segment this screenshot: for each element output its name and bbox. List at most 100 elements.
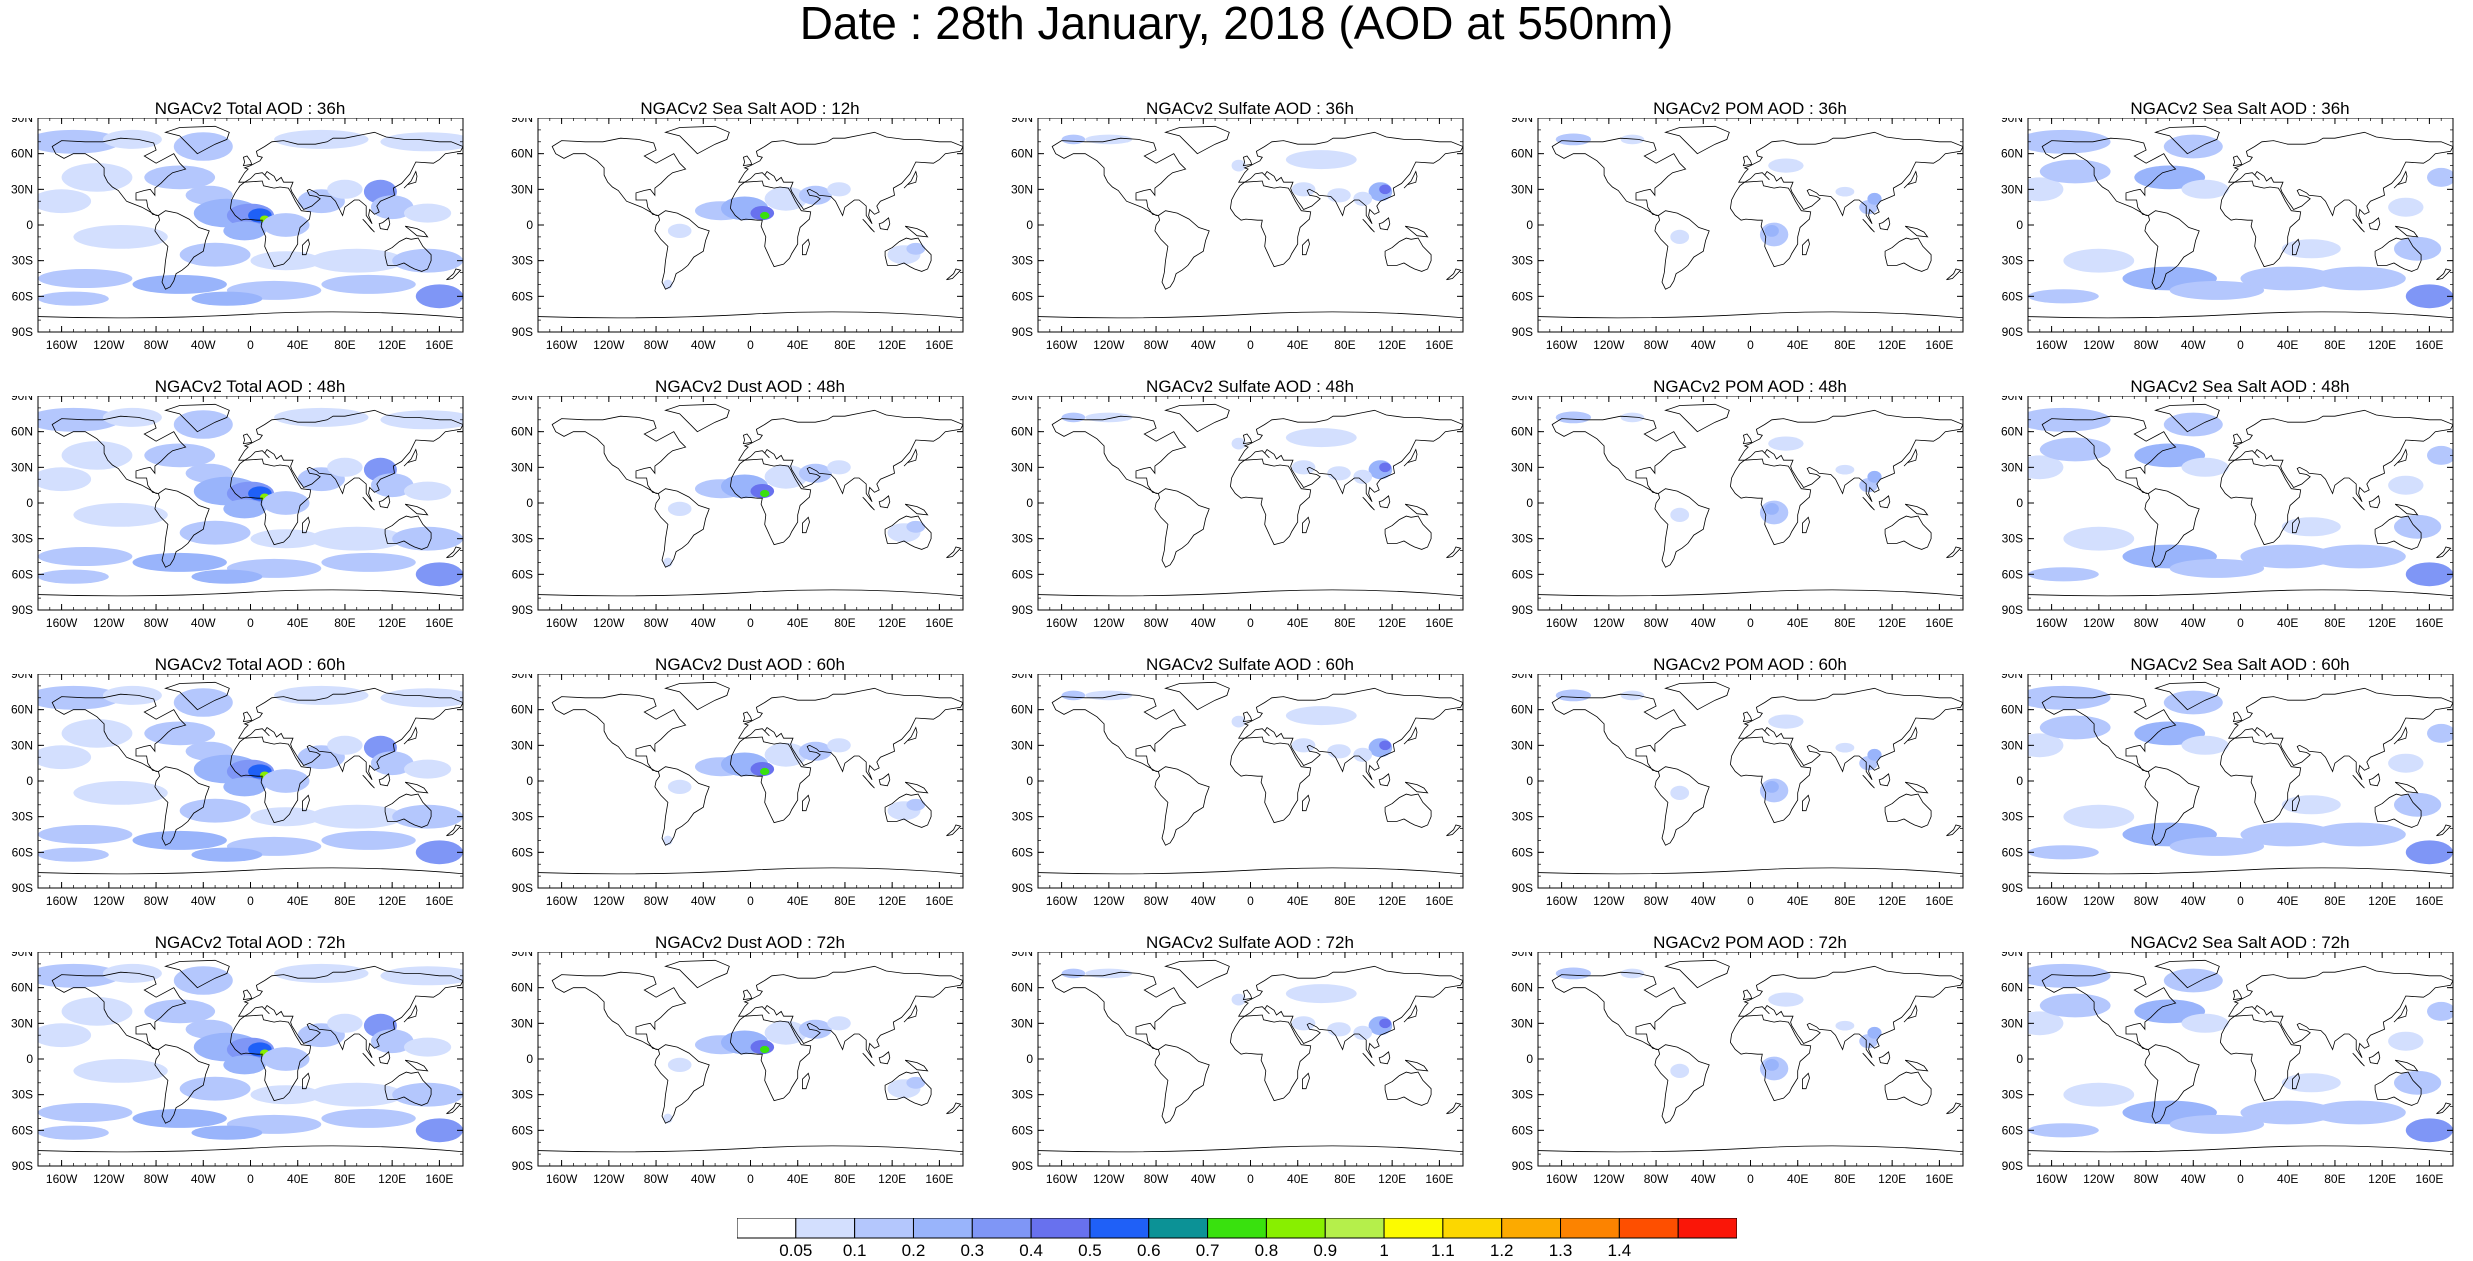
- aod-patch: [132, 830, 227, 850]
- aod-patch: [1231, 437, 1246, 450]
- coastline: [2227, 965, 2453, 1059]
- lon-tick-label: 80E: [334, 894, 355, 908]
- coastline: [1164, 959, 1230, 989]
- lat-tick-label: 90N: [1511, 118, 1533, 125]
- aod-patch: [327, 457, 363, 477]
- panel-title: NGACv2 Sea Salt AOD : 60h: [2130, 655, 2350, 674]
- lon-tick-label: 80W: [144, 616, 169, 630]
- coastline: [1302, 238, 1310, 256]
- coastline-antarctica: [538, 867, 963, 875]
- lat-tick-label: 30S: [1012, 810, 1033, 824]
- coastline-antarctica: [538, 311, 963, 319]
- lon-tick-label: 80E: [834, 894, 855, 908]
- coastline: [1384, 237, 1432, 272]
- coastline: [1903, 726, 1918, 745]
- aod-patch: [38, 189, 92, 214]
- lon-tick-label: 160W: [1546, 1172, 1578, 1186]
- aod-patch: [1670, 785, 1690, 800]
- lat-tick-label: 60S: [12, 1123, 33, 1137]
- coastline: [737, 687, 963, 781]
- lat-tick-label: 60S: [2002, 289, 2023, 303]
- aod-patch: [144, 999, 216, 1024]
- lon-tick-label: 80E: [834, 616, 855, 630]
- aod-patch: [764, 742, 808, 767]
- coastline: [1242, 989, 1253, 1001]
- coastline-antarctica: [1038, 589, 1463, 597]
- coastline: [1664, 403, 1730, 433]
- lat-tick-label: 90S: [512, 881, 533, 895]
- coastline: [2144, 210, 2200, 290]
- coastline: [1229, 1014, 1312, 1102]
- lat-tick-label: 30S: [2002, 1088, 2023, 1102]
- legend-label: 0.6: [1137, 1241, 1161, 1258]
- lat-tick-label: 90S: [2002, 881, 2023, 895]
- lon-tick-label: 80E: [2324, 338, 2345, 352]
- lon-tick-label: 0: [247, 616, 254, 630]
- coastlines: [2028, 681, 2453, 875]
- lon-tick-label: 40E: [787, 1172, 808, 1186]
- coastline: [164, 403, 230, 433]
- coastline: [1384, 1071, 1432, 1106]
- lon-tick-label: 80W: [644, 338, 669, 352]
- coastline: [2436, 1102, 2452, 1115]
- coastline: [729, 458, 812, 546]
- coastline: [1154, 1044, 1210, 1124]
- aod-patch: [764, 186, 808, 211]
- lon-tick-label: 160E: [1925, 616, 1953, 630]
- coastline: [1403, 1004, 1418, 1023]
- aod-patch: [1670, 1063, 1690, 1078]
- lat-tick-label: 30S: [512, 254, 533, 268]
- lat-tick-label: 60N: [1511, 425, 1533, 439]
- aod-patch: [1379, 740, 1391, 751]
- aod-patch: [250, 529, 322, 549]
- lon-tick-label: 80W: [1144, 894, 1169, 908]
- aod-patch: [309, 248, 404, 273]
- coastline: [1242, 155, 1253, 167]
- coastline: [2232, 433, 2243, 445]
- coastline-antarctica: [538, 1145, 963, 1153]
- coastline: [1862, 774, 1875, 789]
- lon-tick-label: 160E: [1925, 338, 1953, 352]
- world-map: 90N 60N 30N 0 30S 60S 90S 160W 120W 80W 40W 0 40E 80E…: [2001, 396, 2454, 630]
- lon-tick-label: 120W: [1593, 1172, 1625, 1186]
- lon-tick-label: 120W: [1093, 1172, 1125, 1186]
- aod-patch: [262, 213, 310, 237]
- aod-patch: [1353, 191, 1373, 206]
- coastline: [884, 237, 932, 272]
- lon-tick-label: 120W: [593, 338, 625, 352]
- lon-tick-label: 160W: [2036, 894, 2068, 908]
- lat-tick-label: 90N: [1011, 952, 1033, 959]
- world-map: 90N 60N 30N 0 30S 60S 90S 160W 120W 80W 40W 0 40E 80E…: [511, 674, 964, 908]
- coastlines: [1538, 959, 1963, 1153]
- lat-tick-label: 90N: [2001, 952, 2023, 959]
- coastline: [2352, 496, 2365, 511]
- lat-tick-label: 30S: [2002, 254, 2023, 268]
- lon-tick-label: 160W: [46, 338, 78, 352]
- coastline: [946, 546, 962, 559]
- lon-tick-label: 160W: [546, 1172, 578, 1186]
- coastline: [237, 131, 463, 225]
- coastline: [1946, 268, 1962, 281]
- coastlines: [1538, 403, 1963, 597]
- aod-patch: [2181, 179, 2229, 199]
- map-panel: NGACv2 POM AOD : 60h 90N 60N 30N 0 30S 60S 90S 1…: [1500, 654, 2000, 932]
- coastline: [2352, 1052, 2365, 1067]
- coastline: [2394, 225, 2419, 238]
- lat-tick-label: 0: [1026, 496, 1033, 510]
- legend-label: 0.1: [843, 1241, 867, 1258]
- lon-tick-label: 40W: [2181, 616, 2206, 630]
- coastline: [1884, 793, 1932, 828]
- aod-patch: [250, 251, 322, 271]
- coastline: [1878, 217, 1891, 231]
- lon-tick-label: 0: [747, 1172, 754, 1186]
- coastline: [737, 965, 963, 1059]
- coastline: [242, 989, 253, 1001]
- lon-tick-label: 80E: [334, 1172, 355, 1186]
- lon-tick-label: 160W: [2036, 1172, 2068, 1186]
- legend-swatch: [1207, 1218, 1267, 1239]
- aod-patch: [2063, 248, 2135, 273]
- coastline: [1154, 210, 1210, 290]
- aod-patch: [667, 501, 692, 516]
- world-map: 90N 60N 30N 0 30S 60S 90S 160W 120W 80W 40W 0 40E 80E…: [1011, 674, 1464, 908]
- lat-tick-label: 30N: [511, 182, 533, 196]
